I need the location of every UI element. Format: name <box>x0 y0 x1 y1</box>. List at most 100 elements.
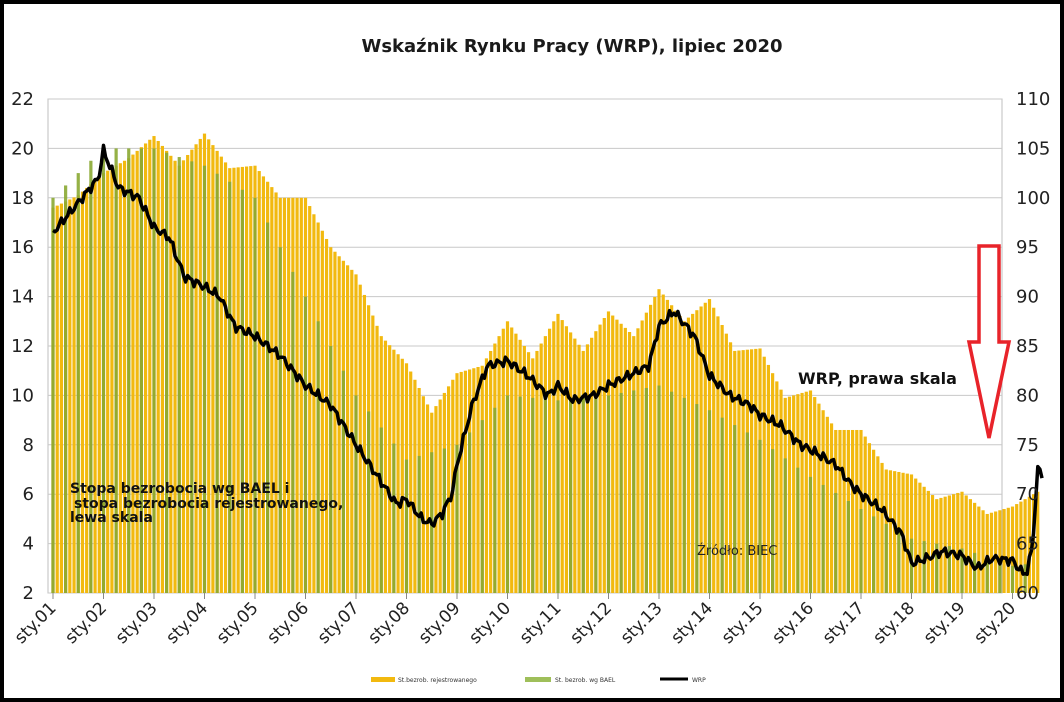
bar-registered <box>943 496 947 593</box>
bar-bael <box>316 321 320 593</box>
bar-bael <box>215 173 219 593</box>
x-tick-label: sty.02 <box>61 598 111 648</box>
bar-registered <box>779 389 783 593</box>
bar-registered <box>888 470 893 593</box>
bar-registered <box>880 462 884 593</box>
legend: St.bezrob. rejestrowanego St. bezrob. wg… <box>371 677 706 684</box>
bar-bael <box>404 459 409 593</box>
bar-bael <box>973 552 977 593</box>
bar-registered <box>59 203 64 593</box>
right-tick-label: 110 <box>1016 89 1050 110</box>
bar-registered <box>648 304 653 593</box>
bar-bael <box>720 417 724 593</box>
bar-registered <box>93 180 97 593</box>
x-tick-label: sty.18 <box>869 598 919 648</box>
bar-registered <box>295 197 299 594</box>
bar-bael <box>278 247 282 593</box>
bar-registered <box>956 492 960 593</box>
bar-registered <box>270 187 274 593</box>
bar-registered <box>85 187 89 594</box>
bar-registered <box>299 197 303 594</box>
bar-bael <box>114 148 118 593</box>
bar-registered <box>143 143 148 593</box>
bars-bael-unemployment <box>51 148 1027 594</box>
bar-registered <box>623 327 627 593</box>
left-axis-ticks: 2 4 6 8 10 12 14 16 18 20 22 <box>11 89 34 604</box>
bar-registered <box>653 297 657 593</box>
bar-bael <box>392 443 396 593</box>
bar-registered <box>472 368 476 593</box>
bar-bael <box>303 296 308 593</box>
bar-bael <box>909 538 914 593</box>
bar-registered <box>396 354 400 593</box>
bar-registered <box>573 338 577 593</box>
bar-bael <box>935 543 939 593</box>
bar-bael <box>745 432 749 593</box>
bar-registered <box>964 495 968 593</box>
bar-registered <box>244 166 249 593</box>
bar-registered <box>501 328 505 593</box>
bar-registered <box>977 506 981 593</box>
bar-registered <box>489 350 493 593</box>
bar-registered <box>97 176 101 593</box>
bar-registered <box>400 358 404 593</box>
bar-registered <box>413 379 417 593</box>
bar-bael <box>632 390 636 593</box>
red-down-arrow <box>966 244 1012 439</box>
x-tick-label: sty.16 <box>768 598 818 648</box>
bar-registered <box>1002 509 1006 593</box>
x-tick-label: sty.04 <box>162 598 212 648</box>
bar-registered <box>358 284 362 593</box>
bar-registered <box>585 344 590 593</box>
bar-registered <box>434 406 438 593</box>
bar-registered <box>198 138 202 593</box>
x-tick-label: sty.03 <box>112 598 162 648</box>
bar-registered <box>829 423 834 593</box>
bar-bael <box>707 410 712 593</box>
bar-registered <box>463 370 468 593</box>
bar-bael <box>518 396 522 593</box>
bar-bael <box>682 397 686 593</box>
bar-bael <box>872 516 876 593</box>
bar-registered <box>792 395 796 593</box>
bar-bael <box>821 484 825 593</box>
bar-bael <box>960 548 964 593</box>
bar-registered <box>552 321 556 593</box>
bar-bael <box>177 157 181 594</box>
bar-registered <box>926 490 930 593</box>
bar-registered <box>724 333 728 593</box>
bar-registered <box>476 366 480 593</box>
bar-bael <box>556 400 560 593</box>
bar-registered <box>80 191 85 593</box>
legend-swatch-bael <box>525 677 551 682</box>
right-tick-label: 105 <box>1016 138 1050 159</box>
bar-registered <box>207 139 211 594</box>
bar-registered <box>560 320 564 593</box>
bar-bael <box>455 444 459 593</box>
bar-bael <box>531 397 535 593</box>
bar-bael <box>329 346 333 593</box>
bar-registered <box>1036 491 1040 593</box>
bar-bael <box>947 546 951 593</box>
bar-registered <box>960 491 964 593</box>
bar-registered <box>148 139 152 593</box>
bar-registered <box>564 326 569 593</box>
bar-registered <box>627 332 632 593</box>
bar-registered <box>712 307 716 593</box>
bar-registered <box>375 325 379 593</box>
bar-registered <box>674 310 678 593</box>
bar-registered <box>867 443 872 593</box>
bar-bael <box>291 271 295 593</box>
bar-registered <box>446 386 451 593</box>
bar-registered <box>918 482 922 593</box>
bar-registered <box>68 199 72 594</box>
left-annotation-line1: Stopa bezrobocia wg BAEL i <box>70 481 289 497</box>
right-tick-label: 60 <box>1016 583 1039 604</box>
bar-bael <box>884 523 888 593</box>
bar-registered <box>219 156 223 593</box>
bar-registered <box>577 344 581 593</box>
bar-registered <box>459 371 463 593</box>
x-tick-label: sty.10 <box>465 598 515 648</box>
bar-registered <box>484 358 489 593</box>
bar-bael <box>897 531 901 593</box>
